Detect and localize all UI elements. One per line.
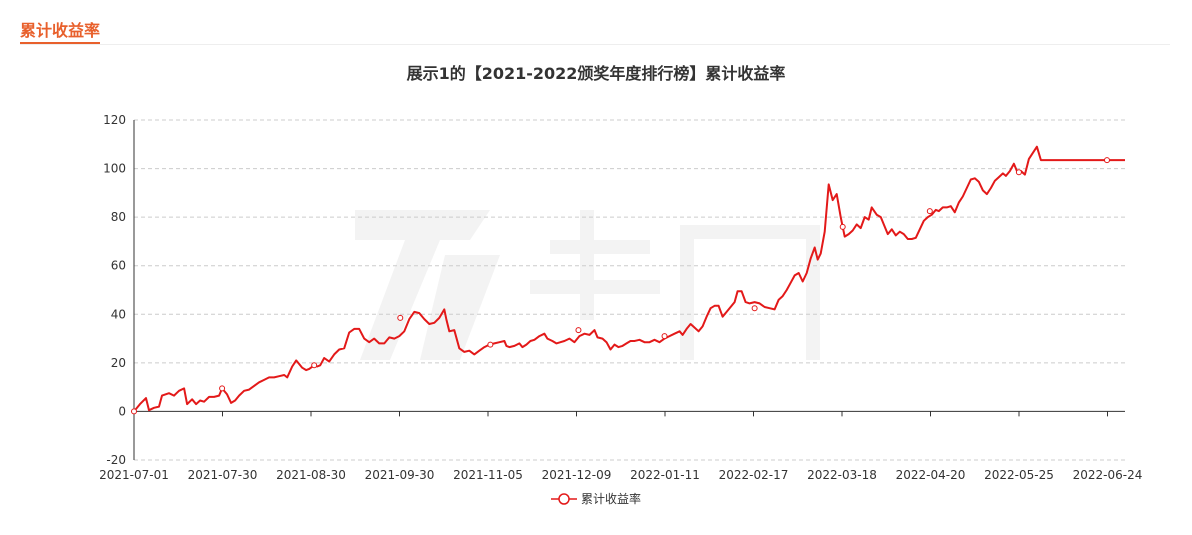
- data-point: [1015, 169, 1022, 176]
- legend[interactable]: 累计收益率: [551, 491, 641, 506]
- y-tick-label: 80: [111, 210, 126, 224]
- data-point: [1103, 157, 1110, 164]
- data-point: [311, 362, 318, 369]
- x-tick-label: 2021-09-30: [365, 468, 435, 482]
- x-tick-label: 2021-07-30: [188, 468, 258, 482]
- y-tick-label: 40: [111, 307, 126, 321]
- data-point: [487, 341, 494, 348]
- section-title[interactable]: 累计收益率: [20, 20, 101, 44]
- data-point: [219, 385, 226, 392]
- x-tick-label: 2022-04-20: [896, 468, 966, 482]
- y-tick-label: 0: [118, 404, 126, 418]
- y-tick-label: 100: [103, 162, 126, 176]
- y-tick-label: 20: [111, 356, 126, 370]
- x-tick-label: 2022-06-24: [1073, 468, 1143, 482]
- x-tick-label: 2022-02-17: [719, 468, 789, 482]
- section-header: 累计收益率: [20, 0, 1170, 45]
- data-point: [751, 305, 758, 312]
- legend-marker: [558, 493, 570, 505]
- data-point: [839, 223, 846, 230]
- data-point: [575, 327, 582, 334]
- data-point: [131, 408, 137, 415]
- y-tick-label: -20: [106, 453, 126, 467]
- x-tick-label: 2021-08-30: [276, 468, 346, 482]
- data-point: [661, 333, 668, 340]
- y-tick-label: 60: [111, 259, 126, 273]
- x-tick-label: 2022-05-25: [984, 468, 1054, 482]
- x-tick-label: 2022-03-18: [807, 468, 877, 482]
- x-tick-label: 2022-01-11: [630, 468, 700, 482]
- data-point: [397, 314, 404, 321]
- x-tick-label: 2021-07-01: [99, 468, 169, 482]
- x-tick-label: 2021-11-05: [453, 468, 523, 482]
- y-tick-label: 120: [103, 113, 126, 127]
- legend-label: 累计收益率: [581, 491, 641, 506]
- x-tick-label: 2021-12-09: [542, 468, 612, 482]
- data-point: [926, 208, 933, 215]
- chart-title: 展示1的【2021-2022颁奖年度排行榜】累计收益率: [407, 64, 786, 83]
- series-line: [133, 145, 1125, 413]
